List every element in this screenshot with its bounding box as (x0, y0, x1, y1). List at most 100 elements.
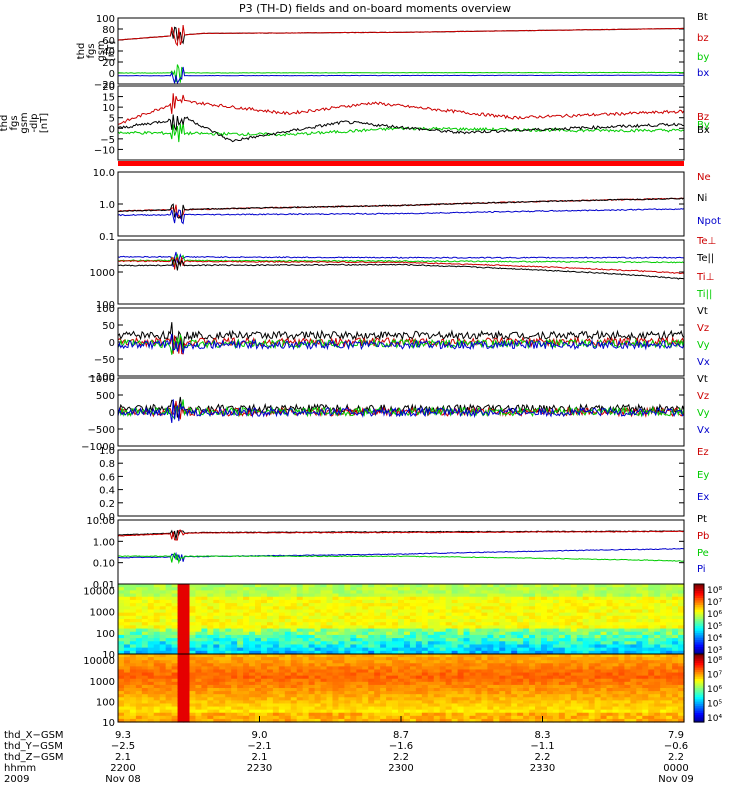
heatmap-cell (290, 712, 298, 717)
heatmap-cell (439, 657, 447, 661)
heatmap-cell (499, 654, 506, 658)
heatmap-cell (666, 657, 673, 661)
heatmap-cell (159, 694, 167, 698)
heatmap-cell (511, 590, 518, 595)
heatmap-cell (356, 596, 363, 601)
heatmap-cell (439, 590, 447, 595)
heatmap-cell (278, 660, 286, 664)
heatmap-cell (499, 657, 506, 661)
heatmap-cell (630, 647, 637, 652)
heatmap-cell (481, 584, 488, 588)
heatmap-cell (392, 619, 399, 623)
heatmap-cell (523, 700, 530, 705)
heatmap-cell (308, 596, 316, 601)
heatmap-cell (314, 681, 322, 686)
heatmap-cell (213, 666, 220, 671)
heatmap-cell (415, 619, 423, 623)
heatmap-cell (368, 678, 375, 683)
heatmap-cell (177, 619, 185, 623)
heatmap-cell (499, 703, 506, 708)
heatmap-cell (237, 590, 244, 595)
heatmap-cell (433, 644, 441, 649)
heatmap-cell (243, 672, 250, 677)
heatmap-cell (636, 675, 643, 680)
heatmap-cell (266, 712, 274, 717)
heatmap-cell (546, 675, 554, 680)
heatmap-cell (552, 587, 560, 591)
heatmap-cell (433, 675, 441, 680)
heatmap-cell (546, 663, 554, 667)
heatmap-cell (648, 703, 655, 708)
heatmap-cell (344, 631, 351, 636)
heatmap-cell (153, 647, 161, 652)
legend-entry: Ni (697, 193, 707, 204)
heatmap-cell (427, 628, 435, 633)
heatmap-cell (386, 615, 393, 620)
heatmap-cell (356, 672, 363, 677)
heatmap-cell (320, 718, 328, 723)
heatmap-cell (123, 638, 131, 642)
heatmap-cell (666, 615, 673, 620)
heatmap-cell (546, 715, 554, 720)
heatmap-cell (648, 694, 655, 698)
heatmap-cell (243, 718, 250, 723)
heatmap-cell (493, 684, 500, 689)
heatmap-cell (469, 612, 477, 617)
heatmap-cell (558, 603, 566, 607)
panel-frame (117, 85, 685, 161)
heatmap-cell (165, 709, 173, 714)
heatmap-cell (266, 703, 274, 708)
heatmap-cell (213, 657, 220, 661)
heatmap-cell (624, 697, 631, 701)
heatmap-cell (576, 644, 584, 649)
heatmap-cell (475, 590, 483, 595)
heatmap-cell (529, 663, 536, 667)
heatmap-cell (517, 599, 524, 604)
heatmap-cell (147, 684, 155, 689)
heatmap-cell (427, 619, 435, 623)
heatmap-cell (678, 694, 685, 698)
heatmap-cell (600, 638, 608, 642)
heatmap-cell (654, 619, 661, 623)
heatmap-cell (356, 663, 363, 667)
heatmap-cell (284, 700, 292, 705)
heatmap-cell (463, 644, 471, 649)
heatmap-cell (284, 691, 292, 695)
heatmap-cell (618, 599, 626, 604)
heatmap-cell (314, 622, 322, 626)
heatmap-cell (368, 650, 375, 655)
heatmap-cell (141, 672, 149, 677)
heatmap-cell (296, 622, 304, 626)
series-line (117, 529, 685, 541)
heatmap-cell (487, 590, 494, 595)
heatmap-cell (213, 647, 220, 652)
heatmap-cell (666, 625, 673, 630)
heatmap-cell (493, 587, 500, 591)
heatmap-cell (386, 634, 393, 639)
heatmap-cell (314, 650, 322, 655)
heatmap-cell (612, 625, 620, 630)
heatmap-cell (141, 706, 149, 711)
heatmap-cell (201, 666, 208, 671)
heatmap-cell (350, 666, 357, 671)
heatmap-cell (243, 584, 250, 588)
heatmap-cell (118, 666, 125, 671)
heatmap-cell (457, 609, 465, 614)
heatmap-cell (624, 694, 631, 698)
heatmap-cell (189, 660, 197, 664)
heatmap-cell (290, 675, 298, 680)
heatmap-cell (606, 654, 614, 658)
heatmap-cell (594, 631, 602, 636)
heatmap-cell (600, 603, 608, 607)
heatmap-cell (314, 625, 322, 630)
heatmap-cell (177, 612, 185, 617)
heatmap-cell (630, 666, 637, 671)
heatmap-cell (451, 641, 459, 646)
heatmap-cell (159, 678, 167, 683)
heatmap-cell (272, 628, 280, 633)
y-tick-label: 0 (109, 69, 115, 80)
heatmap-cell (487, 596, 494, 601)
colorbar-cell (694, 694, 704, 698)
heatmap-cell (409, 675, 417, 680)
heatmap-cell (529, 647, 536, 652)
